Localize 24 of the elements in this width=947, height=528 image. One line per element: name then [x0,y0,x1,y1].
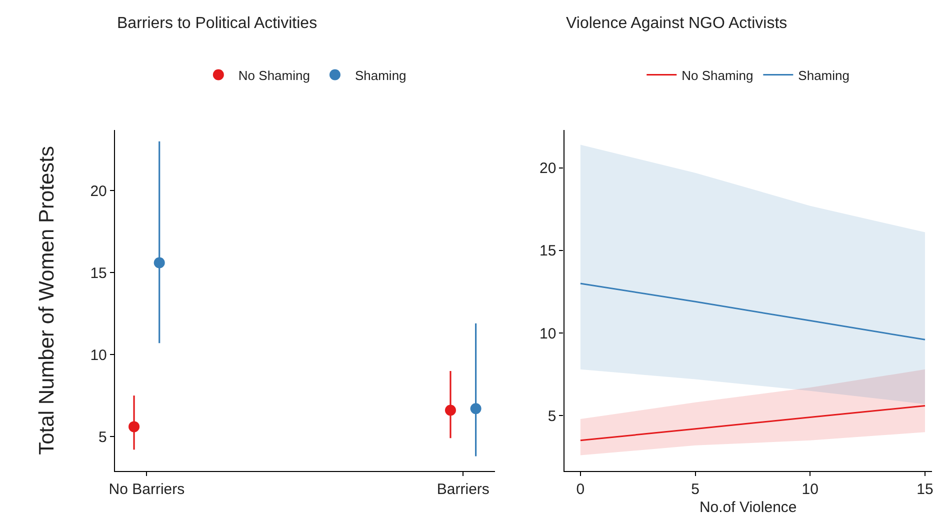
legend-label: No Shaming [238,68,310,83]
legend-label: Shaming [354,68,406,83]
x-tick-label: 0 [576,481,585,498]
y-tick-label: 15 [540,242,556,260]
x-tick-label: No Barriers [108,481,185,498]
y-tick-label: 15 [90,264,107,282]
x-tick-label: 15 [916,481,934,498]
legend-label: Shaming [798,68,850,83]
x-tick-label: Barriers [436,481,490,498]
y-tick-label: 20 [90,182,107,200]
chart-title: Violence Against NGO Activists [566,15,788,32]
chart-title: Barriers to Political Activities [117,15,318,32]
line-series [580,282,926,340]
y-tick-label: 20 [540,160,556,178]
line-series [580,404,926,442]
y-axis-title: Total Number of Women Protests [35,146,58,455]
y-tick-label: 5 [548,408,556,425]
y-tick-label: 5 [98,428,107,446]
x-axis-title: No.of Violence [699,499,797,516]
x-tick-label: 10 [802,481,818,498]
legend-label: No Shaming [682,68,754,83]
y-tick-label: 10 [90,346,107,364]
y-tick-label: 10 [540,325,556,342]
x-tick-label: 5 [691,481,700,498]
